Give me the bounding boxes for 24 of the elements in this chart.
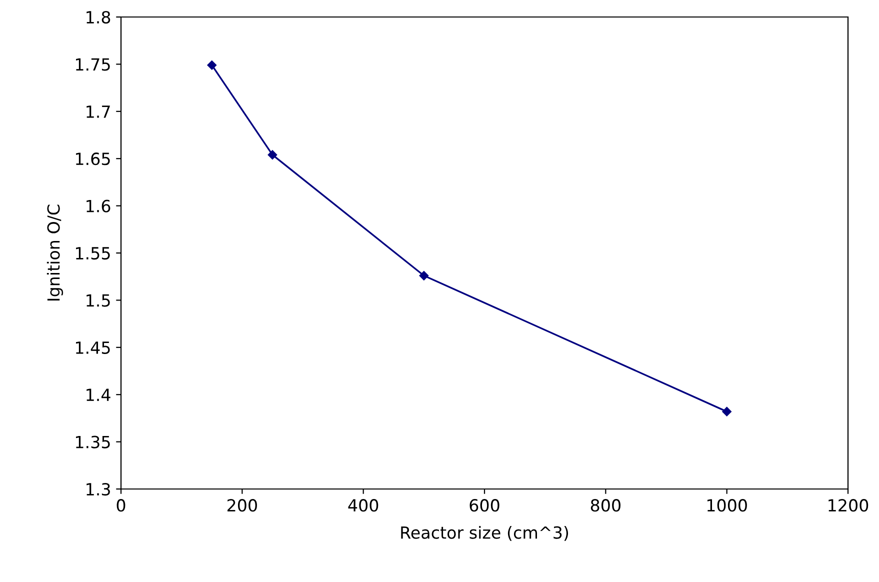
- point: [722, 406, 732, 416]
- x-tick-label: 800: [590, 499, 620, 512]
- point: [207, 60, 216, 70]
- y-tick-label: 1.35: [76, 436, 110, 448]
- x-tick-label: 1200: [828, 499, 868, 512]
- y-axis-title: Ignition O/C: [46, 204, 64, 301]
- x-axis-title: Reactor size (cm^3): [401, 526, 568, 541]
- x-tick-label: 400: [348, 499, 378, 512]
- y-tick-label: 1.55: [76, 247, 110, 260]
- y-tick-label: 1.4: [86, 388, 110, 401]
- y-tick-label: 1.75: [76, 58, 110, 71]
- x-tick-label: 200: [227, 499, 257, 512]
- y-tick-label: 1.3: [86, 482, 110, 496]
- x-tick-label: 0: [116, 499, 126, 512]
- y-tick-label: 1.5: [86, 294, 110, 307]
- y-tick-label: 1.8: [86, 10, 110, 24]
- y-tick-label: 1.45: [76, 342, 110, 354]
- point: [268, 150, 278, 160]
- y-tick-label: 1.7: [86, 106, 110, 118]
- point: [419, 271, 429, 280]
- y-tick-label: 1.6: [86, 200, 110, 212]
- y-tick-label: 1.65: [76, 152, 110, 166]
- x-tick-label: 1000: [707, 499, 747, 512]
- x-tick-label: 600: [470, 499, 500, 512]
